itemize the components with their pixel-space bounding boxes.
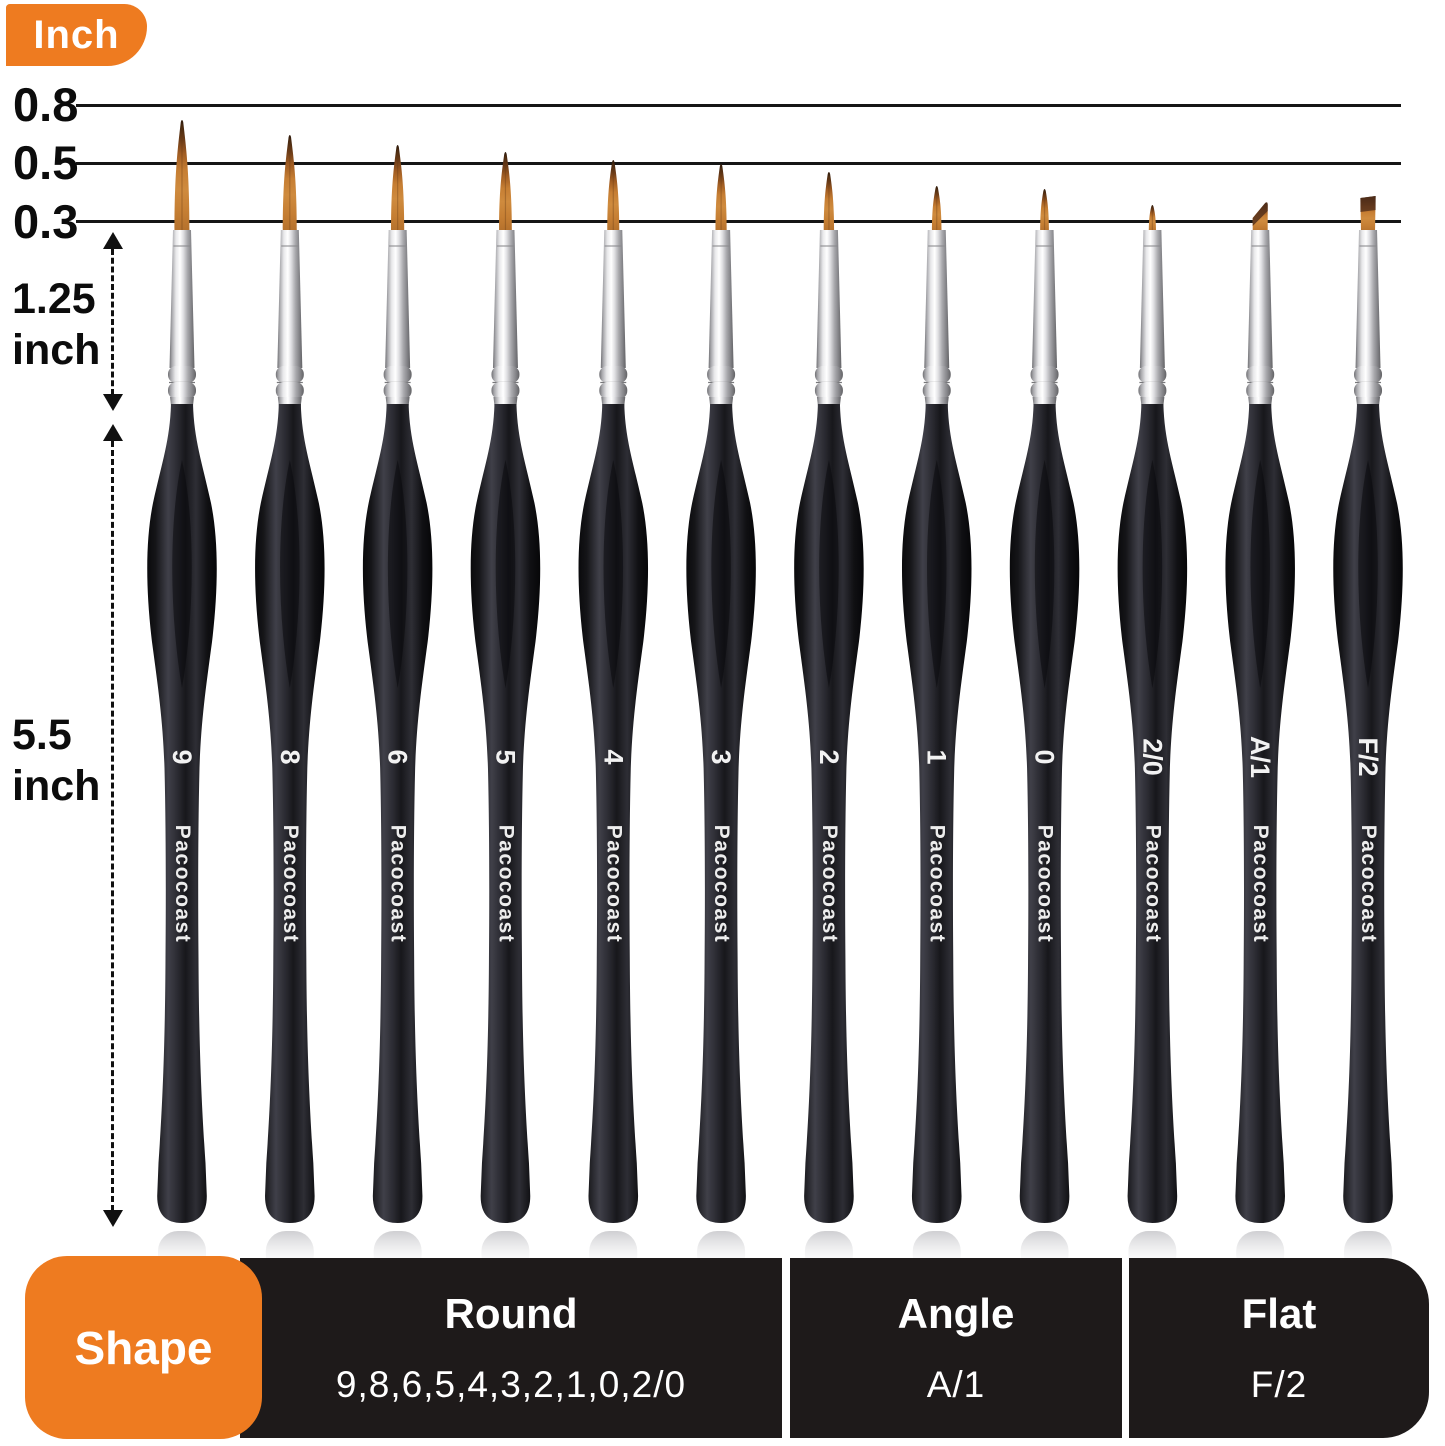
brush-size-label: 1: [922, 749, 952, 764]
shape-badge-label: Shape: [74, 1321, 213, 1374]
brush-brand-label: Pacocoast: [171, 825, 194, 944]
brush-6: 6 Pacocoast: [362, 145, 433, 1275]
dim2-label: 5.5 inch: [12, 710, 100, 812]
brush-size-label: 0: [1030, 749, 1060, 764]
dim2-unit: inch: [12, 762, 101, 810]
ruler-label-03: 0.3: [13, 195, 79, 248]
ruler-line-05: [76, 162, 1401, 165]
brush-brand-label: Pacocoast: [926, 825, 949, 944]
ruler-label-05: 0.5: [13, 136, 79, 189]
brush-size-label: 5: [490, 749, 520, 764]
brush-A-1: A/1 Pacocoast: [1225, 202, 1295, 1275]
dim1-arrowhead-down: [103, 394, 123, 411]
brush-brand-label: Pacocoast: [818, 825, 841, 944]
brush-2-0: 2/0 Pacocoast: [1117, 205, 1188, 1275]
dim2-arrowhead-up: [103, 424, 123, 441]
brush-1: 1 Pacocoast: [901, 186, 972, 1275]
dim1-label: 1.25 inch: [12, 274, 100, 376]
brush-brand-label: Pacocoast: [1357, 825, 1380, 944]
flat-sizes: F/2: [1250, 1364, 1308, 1405]
brush-size-label: A/1: [1245, 736, 1275, 778]
round-title: Round: [444, 1290, 578, 1337]
brush-brand-label: Pacocoast: [710, 825, 733, 944]
brush-size-label: F/2: [1353, 737, 1383, 776]
brush-4: 4 Pacocoast: [578, 160, 649, 1275]
brush-size-label: 3: [706, 749, 736, 764]
ruler-label-08: 0.8: [13, 78, 79, 131]
dim1-dashed-line: [111, 249, 114, 395]
brush-size-label: 4: [598, 749, 628, 764]
brush-size-label: 2: [814, 749, 844, 764]
brush-size-label: 2/0: [1137, 738, 1167, 776]
angle-title: Angle: [897, 1290, 1015, 1337]
ruler-line-08: [76, 104, 1401, 107]
brush-brand-label: Pacocoast: [1141, 825, 1164, 944]
brush-0: 0 Pacocoast: [1009, 189, 1080, 1275]
inch-badge: Inch: [6, 4, 147, 66]
brush-3: 3 Pacocoast: [686, 164, 756, 1275]
brush-brand-label: Pacocoast: [1034, 825, 1057, 944]
shape-column-round: Round 9,8,6,5,4,3,2,1,0,2/0: [240, 1258, 782, 1438]
brush-brand-label: Pacocoast: [494, 825, 517, 944]
brush-size-label: 9: [167, 749, 197, 764]
shape-badge: Shape: [25, 1256, 262, 1439]
shape-column-flat: Flat F/2: [1129, 1258, 1429, 1438]
brush-size-label: 8: [275, 749, 305, 764]
brush-2: 2 Pacocoast: [794, 172, 864, 1275]
brush-brand-label: Pacocoast: [387, 825, 410, 944]
brush-size-label: 6: [383, 749, 413, 764]
dim2-arrowhead-down: [103, 1210, 123, 1227]
dim2-value: 5.5: [12, 711, 72, 759]
brush-F-2: F/2 Pacocoast: [1333, 196, 1403, 1275]
angle-sizes: A/1: [926, 1364, 986, 1405]
flat-title: Flat: [1241, 1290, 1317, 1337]
brush-5: 5 Pacocoast: [470, 152, 541, 1275]
dim1-unit: inch: [12, 326, 101, 374]
inch-badge-label: Inch: [33, 12, 120, 57]
brush-brand-label: Pacocoast: [279, 825, 302, 944]
brush-8: 8 Pacocoast: [255, 135, 325, 1275]
dim2-dashed-line: [111, 441, 114, 1211]
brush-brand-label: Pacocoast: [602, 825, 625, 944]
shape-column-angle: Angle A/1: [790, 1258, 1122, 1438]
ruler-line-03: [76, 220, 1401, 223]
round-sizes: 9,8,6,5,4,3,2,1,0,2/0: [335, 1364, 687, 1405]
dim1-value: 1.25: [12, 275, 96, 323]
brush-9: 9 Pacocoast: [147, 120, 217, 1275]
dim1-arrowhead-up: [103, 232, 123, 249]
brush-brand-label: Pacocoast: [1249, 825, 1272, 944]
